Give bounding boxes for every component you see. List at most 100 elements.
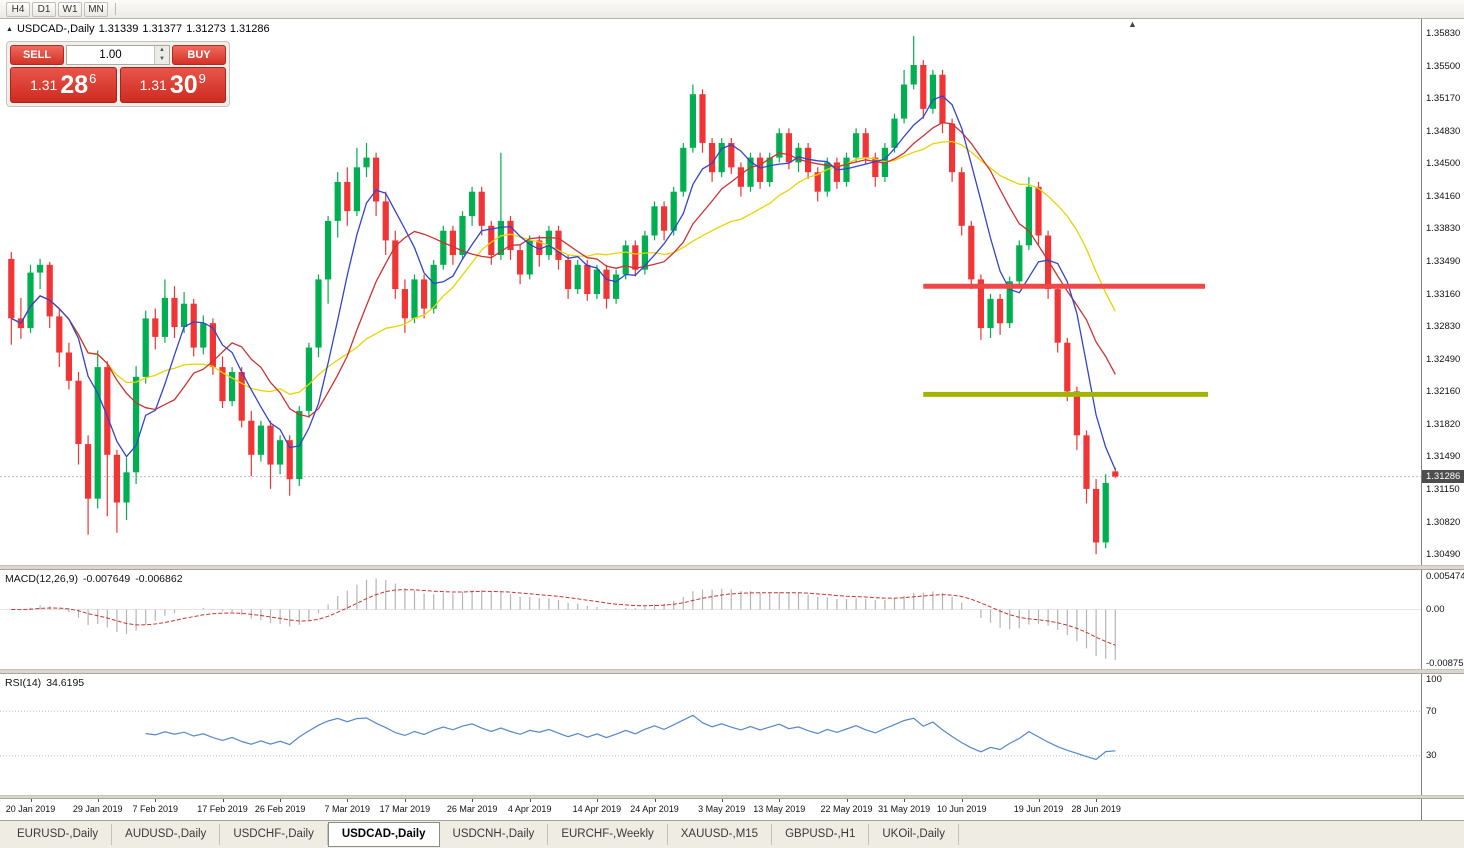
price-scale-label: 1.33160 <box>1426 288 1461 300</box>
time-axis-label: 7 Mar 2019 <box>324 804 371 814</box>
sell-price-button[interactable]: 1.31 28 6 <box>10 67 117 103</box>
price-axis[interactable]: 1.35830 1.35500 1.35170 1.34830 1.34500 1.341… <box>1421 19 1464 565</box>
current-price-badge: 1.31286 <box>1422 469 1464 483</box>
rsi-value: 34.6195 <box>46 677 85 689</box>
time-axis-label: 22 May 2019 <box>820 804 873 814</box>
sell-button[interactable]: SELL <box>10 45 64 65</box>
volume-up-button[interactable]: ▲ <box>155 46 169 55</box>
rsi-scale-label: 100 <box>1426 674 1442 685</box>
window-marker-icon[interactable]: ▲ <box>6 26 13 33</box>
price-scale-label: 1.35170 <box>1426 92 1461 104</box>
rsi-axis[interactable]: 100 70 30 <box>1421 674 1464 795</box>
macd-scale-label: -0.008752 <box>1426 657 1464 669</box>
time-axis-tick <box>529 799 531 802</box>
time-axis-label: 4 Apr 2019 <box>507 804 552 814</box>
time-axis-label: 10 Jun 2019 <box>936 804 987 814</box>
time-axis-tick <box>846 799 848 802</box>
chart-tab-xauusdm15[interactable]: XAUUSD-,M15 <box>668 824 773 845</box>
chart-tab-usdcnhdaily[interactable]: USDCNH-,Daily <box>440 824 549 845</box>
pane-splitter-3[interactable] <box>0 795 1464 799</box>
time-axis-label: 26 Mar 2019 <box>446 804 498 814</box>
time-axis-label: 3 May 2019 <box>698 804 746 814</box>
time-axis-label: 20 Jan 2019 <box>5 804 56 814</box>
volume-value[interactable]: 1.00 <box>99 49 122 61</box>
time-axis-label: 29 Jan 2019 <box>72 804 123 814</box>
time-axis-label: 19 Jun 2019 <box>1013 804 1064 814</box>
rsi-label: RSI(14) 34.6195 <box>5 677 89 689</box>
pane-splitter-2[interactable] <box>0 669 1464 674</box>
price-scale-label: 1.30820 <box>1426 516 1461 528</box>
time-axis-tick <box>280 799 282 802</box>
time-axis-label: 28 Jun 2019 <box>1071 804 1121 814</box>
time-axis-tick <box>596 799 598 802</box>
chart-tab-usdchfdaily[interactable]: USDCHF-,Daily <box>220 824 328 845</box>
price-scale-label: 1.32830 <box>1426 320 1461 332</box>
ohlc-open: 1.31339 <box>98 23 139 35</box>
sell-price-point: 6 <box>89 70 97 86</box>
period-button-h4[interactable]: H4 <box>6 1 30 17</box>
time-axis-tick <box>961 799 963 802</box>
macd-axis[interactable]: 0.005474 0.00 -0.008752 <box>1421 570 1464 669</box>
time-axis-tick <box>779 799 781 802</box>
period-button-w1[interactable]: W1 <box>58 1 82 17</box>
chart-tab-eurchfweekly[interactable]: EURCHF-,Weekly <box>548 824 668 845</box>
chart-tab-ukoildaily[interactable]: UKOil-,Daily <box>869 824 959 845</box>
rsi-scale-label: 30 <box>1426 750 1437 762</box>
time-axis-label: 26 Feb 2019 <box>254 804 306 814</box>
rsi-scale-label: 70 <box>1426 705 1437 717</box>
macd-value-main: -0.007649 <box>82 573 131 585</box>
time-axis[interactable]: 20 Jan 2019 29 Jan 2019 7 Feb 2019 17 Feb 2… <box>0 799 1421 820</box>
volume-input[interactable]: 1.00 ▲ ▼ <box>66 45 170 65</box>
ohlc-info: ▲ USDCAD-,Daily 1.31339 1.31377 1.31273 1.312… <box>6 23 274 35</box>
buy-button[interactable]: BUY <box>172 45 226 65</box>
time-axis-label: 31 May 2019 <box>878 804 931 814</box>
period-button-mn[interactable]: MN <box>84 1 108 17</box>
time-axis-tick <box>1038 799 1040 802</box>
chart-shift-marker-icon[interactable]: ▲ <box>1128 19 1137 29</box>
volume-down-button[interactable]: ▼ <box>155 55 169 64</box>
rsi-pane[interactable]: RSI(14) 34.6195 <box>0 674 1421 795</box>
pane-splitter-1[interactable] <box>0 565 1464 570</box>
time-axis-tick <box>1096 799 1098 802</box>
chart-tab-gbpusdh1[interactable]: GBPUSD-,H1 <box>772 824 870 845</box>
price-scale-label: 1.33490 <box>1426 256 1461 268</box>
time-axis-label: 14 Apr 2019 <box>572 804 622 814</box>
buy-price-base: 1.31 <box>139 77 167 93</box>
macd-name: MACD(12,26,9) <box>5 573 78 585</box>
price-scale-label: 1.34160 <box>1426 191 1461 203</box>
macd-scale-label: 0.005474 <box>1426 571 1464 582</box>
ohlc-low: 1.31273 <box>186 23 226 35</box>
time-axis-tick <box>347 799 349 802</box>
chart-tab-usdcaddaily[interactable]: USDCAD-,Daily <box>327 822 440 847</box>
buy-price-button[interactable]: 1.31 30 9 <box>119 67 226 103</box>
price-scale-label: 1.31150 <box>1426 484 1460 496</box>
time-axis-tick <box>472 799 474 802</box>
price-scale-label: 1.35500 <box>1426 60 1461 72</box>
time-axis-label: 17 Feb 2019 <box>197 804 248 814</box>
time-axis-tick <box>30 799 32 802</box>
period-button-d1[interactable]: D1 <box>32 1 56 17</box>
timeframe-toolbar: H4 D1 W1 MN <box>0 0 1464 19</box>
volume-spinner: ▲ ▼ <box>154 46 169 64</box>
chart-tab-eurusddaily[interactable]: EURUSD-,Daily <box>4 824 113 845</box>
ohlc-high: 1.31377 <box>142 23 183 35</box>
chart-tab-audusddaily[interactable]: AUDUSD-,Daily <box>112 824 221 845</box>
macd-label: MACD(12,26,9) -0.007649 -0.006862 <box>5 573 188 585</box>
price-chart-pane[interactable]: ▲ USDCAD-,Daily 1.31339 1.31377 1.31273 1.312… <box>0 19 1421 565</box>
time-axis-tick <box>904 799 906 802</box>
toolbar-divider <box>115 3 116 15</box>
macd-pane[interactable]: MACD(12,26,9) -0.007649 -0.006862 <box>0 570 1421 669</box>
price-scale-label: 1.34830 <box>1426 125 1461 137</box>
time-axis-tick <box>404 799 406 802</box>
time-axis-tick <box>155 799 157 802</box>
macd-value-signal: -0.006862 <box>135 573 183 585</box>
sell-price-pips: 28 <box>60 71 89 99</box>
time-axis-label: 13 May 2019 <box>753 804 806 814</box>
one-click-trading-panel: SELL 1.00 ▲ ▼ BUY 1.31 28 6 1.31 30 9 <box>6 41 230 107</box>
time-axis-label: 17 Mar 2019 <box>379 804 431 814</box>
price-scale-label: 1.34500 <box>1426 157 1461 169</box>
time-axis-label: 24 Apr 2019 <box>630 804 679 814</box>
buy-price-pips: 30 <box>169 71 198 99</box>
price-scale-label: 1.31820 <box>1426 419 1461 431</box>
